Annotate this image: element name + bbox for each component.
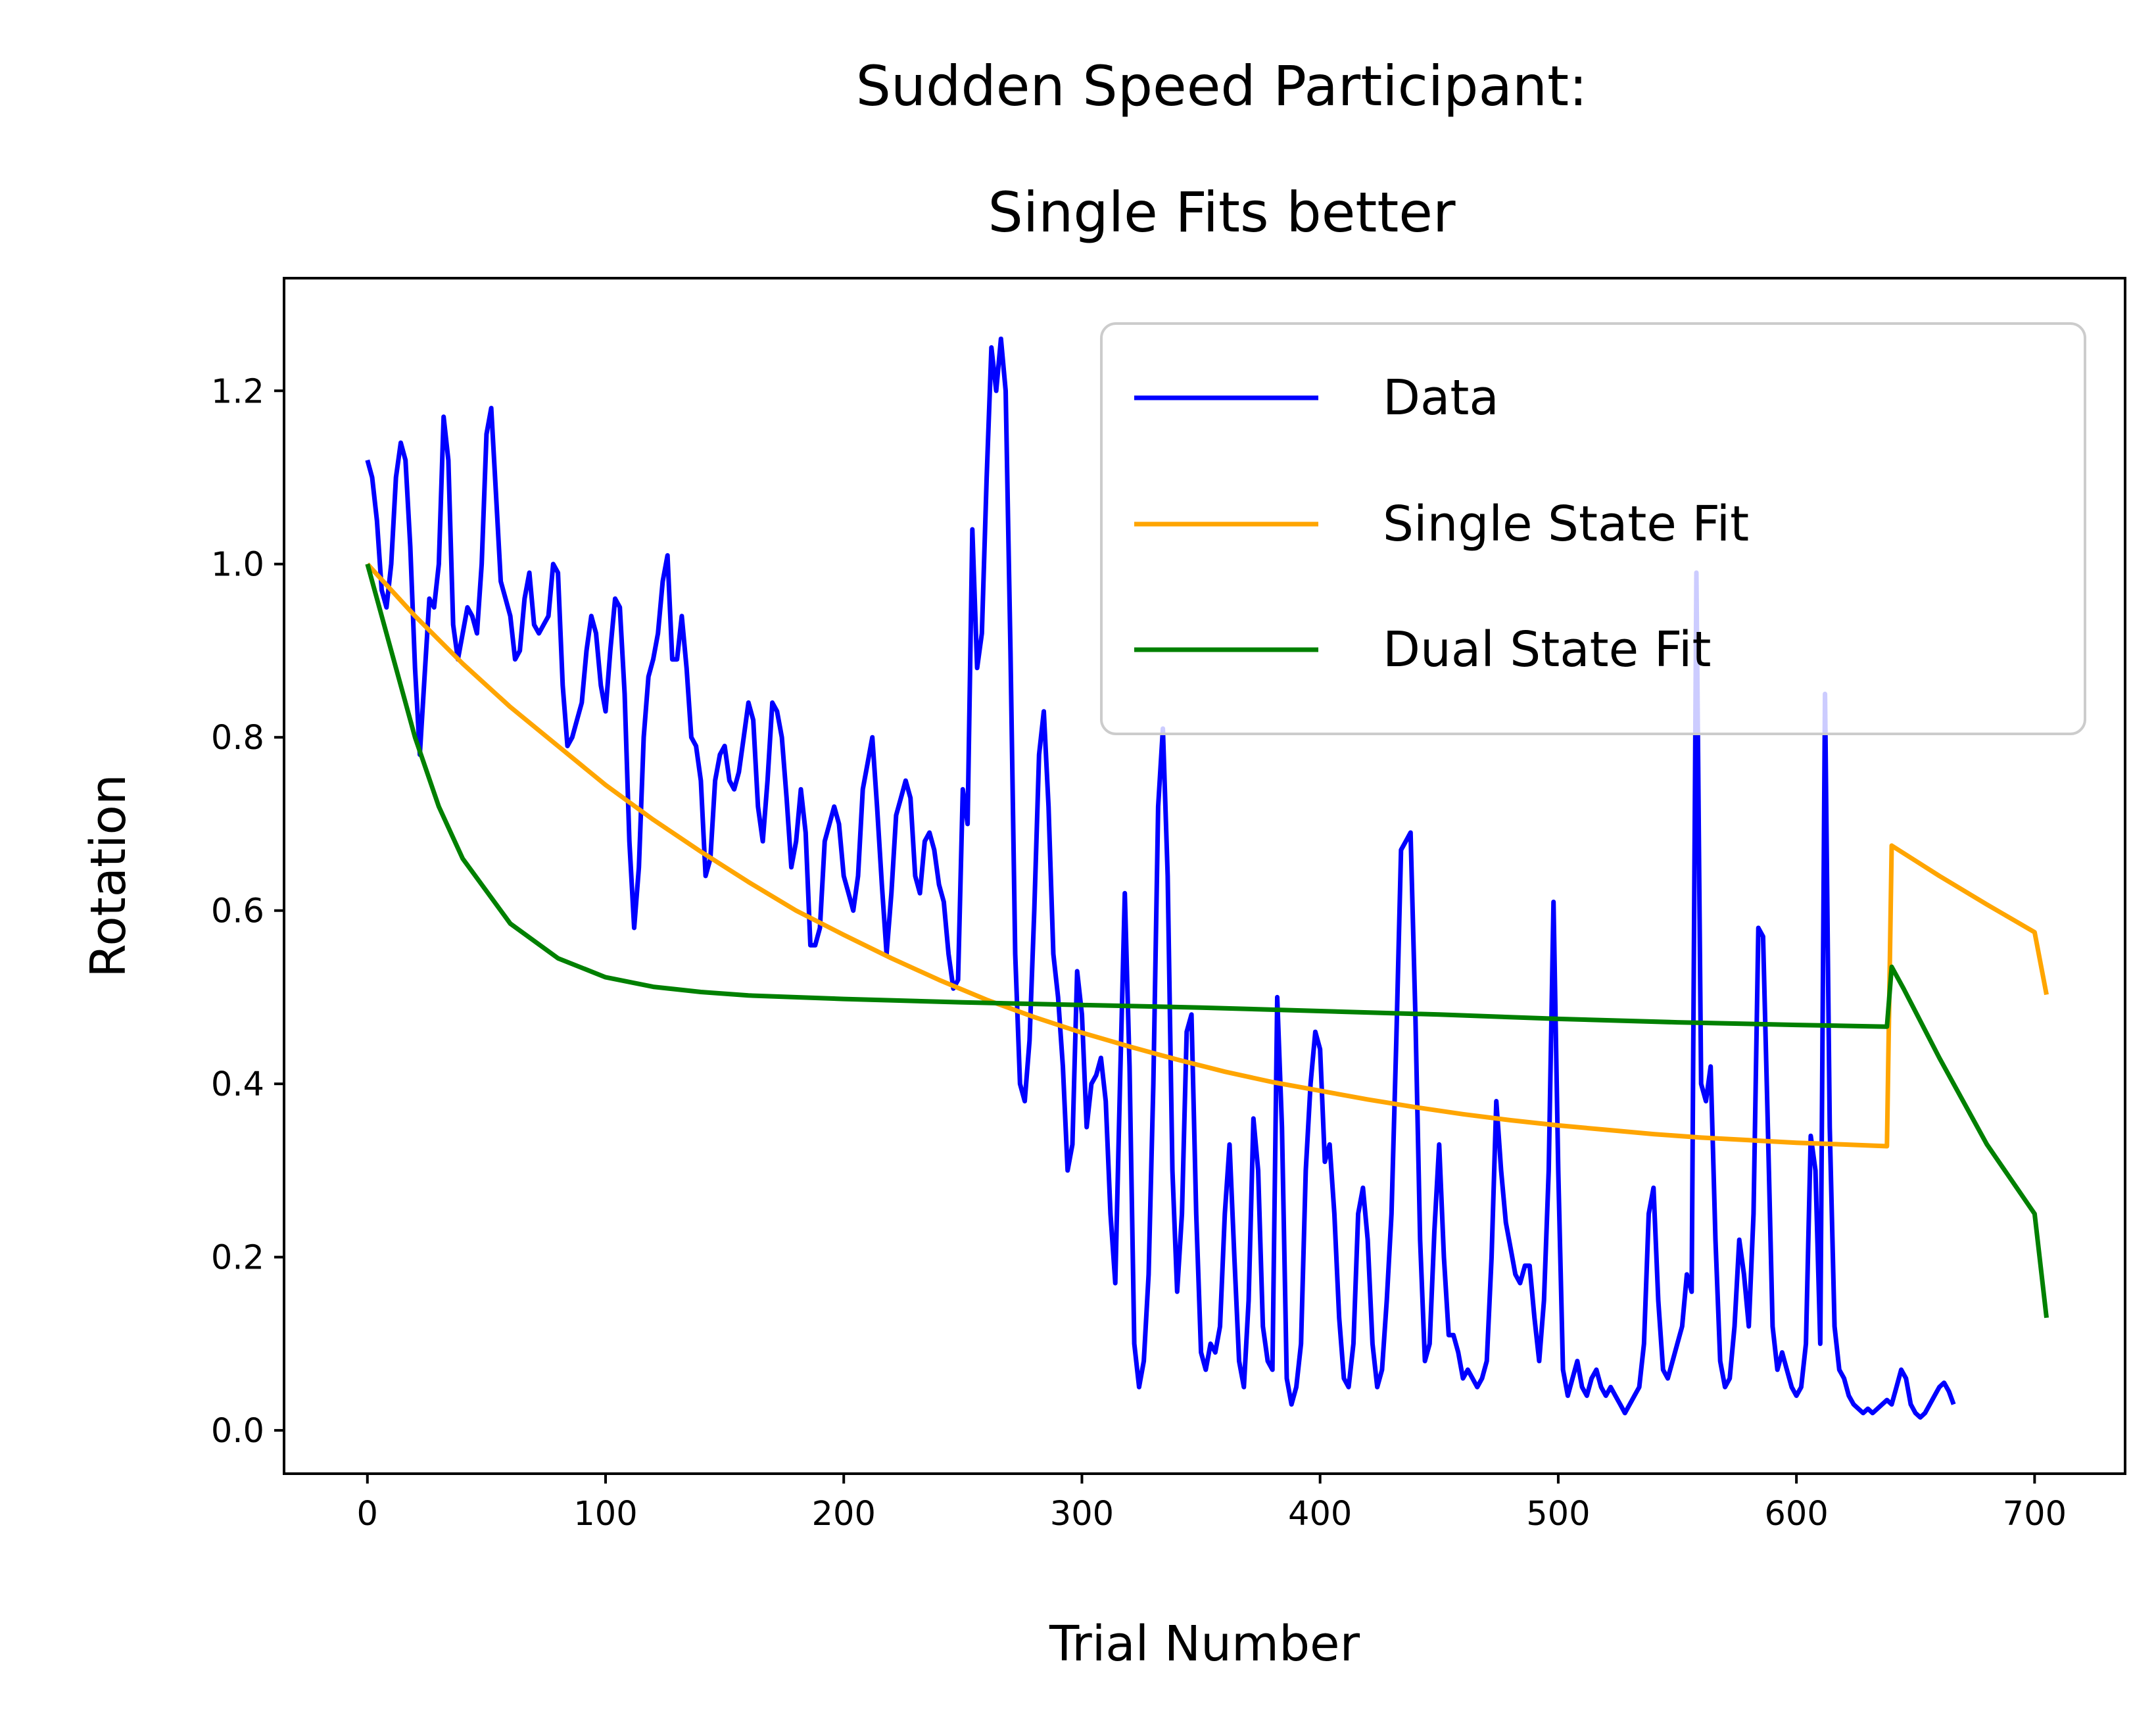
- x-tick-label: 500: [1526, 1495, 1590, 1534]
- legend-box: [1100, 322, 2086, 735]
- y-tick-label: 0.0: [211, 1412, 264, 1451]
- series-line-dual-state-fit: [365, 563, 2049, 1318]
- y-tick-label: 1.2: [211, 372, 264, 411]
- legend: Data Single State Fit Dual State Fit: [1100, 322, 2086, 735]
- legend-label-single-state-fit: Single State Fit: [1383, 496, 1749, 552]
- x-tick-label: 400: [1288, 1495, 1352, 1534]
- y-axis-ticks: 0.0 0.2 0.4 0.6 0.8 1.0 1.2: [211, 372, 284, 1451]
- chart-title-line-1: Sudden Speed Participant:: [856, 54, 1588, 118]
- x-tick-label: 700: [2003, 1495, 2067, 1534]
- chart-title-line-2: Single Fits better: [988, 180, 1456, 245]
- x-tick-label: 0: [357, 1495, 378, 1534]
- series-layer: [365, 336, 2049, 1420]
- y-tick-label: 0.2: [211, 1239, 264, 1278]
- x-axis-ticks: 0 100 200 300 400 500 600 700: [357, 1474, 2067, 1534]
- y-tick-label: 0.6: [211, 892, 264, 931]
- y-tick-label: 0.8: [211, 719, 264, 758]
- y-axis-label: Rotation: [80, 774, 137, 977]
- x-tick-label: 600: [1764, 1495, 1828, 1534]
- y-tick-label: 1.0: [211, 546, 264, 585]
- x-tick-label: 200: [812, 1495, 876, 1534]
- x-tick-label: 300: [1050, 1495, 1114, 1534]
- x-tick-label: 100: [573, 1495, 637, 1534]
- series-line-data: [365, 336, 1956, 1420]
- y-tick-label: 0.4: [211, 1065, 264, 1104]
- plot-frame: [283, 277, 2126, 1475]
- legend-label-data: Data: [1383, 370, 1499, 426]
- legend-label-dual-state-fit: Dual State Fit: [1383, 621, 1711, 678]
- series-line-single-state-fit: [366, 562, 2049, 1149]
- x-axis-label: Trial Number: [1049, 1616, 1360, 1672]
